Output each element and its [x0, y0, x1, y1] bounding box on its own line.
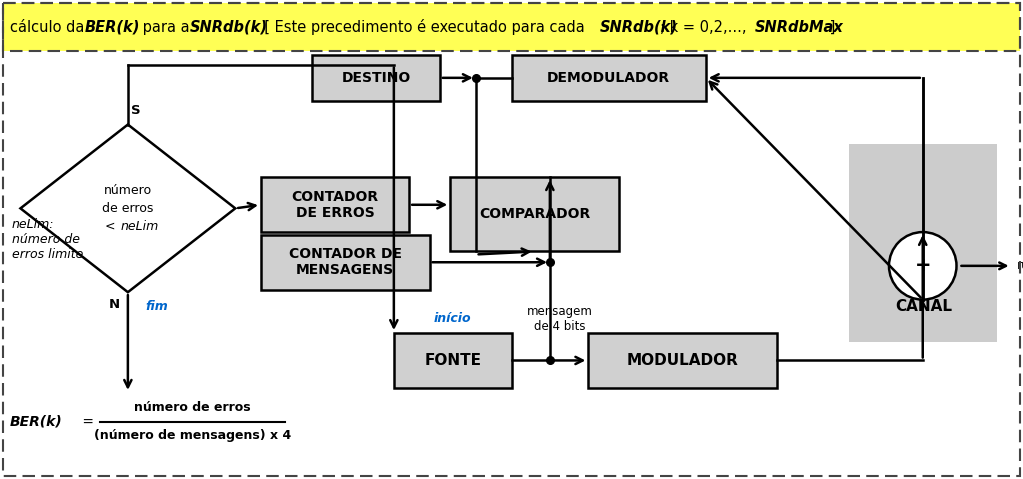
Text: DESTINO: DESTINO [342, 71, 410, 85]
Bar [261, 177, 409, 232]
Text: FONTE: FONTE [425, 353, 481, 368]
Text: S: S [131, 103, 141, 116]
Text: ; k = 0,2,...,: ; k = 0,2,..., [660, 20, 747, 34]
Text: fim: fim [146, 300, 169, 313]
Bar [394, 333, 512, 388]
Text: neLim: neLim [121, 220, 159, 233]
Text: CONTADOR: CONTADOR [292, 190, 379, 204]
Text: cálculo da: cálculo da [10, 20, 89, 34]
Text: <: < [104, 220, 119, 233]
Text: número de erros: número de erros [134, 401, 251, 414]
Bar [849, 144, 997, 342]
Text: número: número [103, 184, 152, 197]
Text: de erros: de erros [102, 202, 153, 215]
Text: SNRdbMax: SNRdbMax [755, 20, 844, 34]
Text: (número de mensagens) x 4: (número de mensagens) x 4 [94, 429, 292, 442]
Text: COMPARADOR: COMPARADOR [479, 207, 590, 221]
Text: CONTADOR DE: CONTADOR DE [288, 247, 402, 261]
Text: [ Este precedimento é executado para cada: [ Este precedimento é executado para cad… [255, 19, 589, 35]
Bar [3, 3, 1020, 51]
Text: mensagem
de 4 bits: mensagem de 4 bits [527, 305, 592, 333]
Polygon shape [20, 125, 235, 292]
Bar [450, 177, 619, 251]
Bar [261, 235, 430, 290]
Text: ]: ] [825, 20, 836, 34]
Text: para a: para a [138, 20, 194, 34]
Text: DE ERROS: DE ERROS [296, 206, 374, 220]
Text: MODULADOR: MODULADOR [627, 353, 739, 368]
Text: N: N [108, 298, 120, 311]
Bar [588, 333, 777, 388]
Text: BER(k): BER(k) [85, 20, 140, 34]
Text: +: + [915, 256, 931, 275]
Text: =: = [78, 414, 98, 429]
Text: DEMODULADOR: DEMODULADOR [547, 71, 670, 85]
Circle shape [889, 232, 957, 299]
Text: SNRdb(k): SNRdb(k) [601, 20, 678, 34]
Text: BER(k): BER(k) [10, 414, 62, 429]
Text: início: início [434, 312, 472, 325]
Bar [512, 55, 706, 101]
Text: neLim:
número de
erros limite: neLim: número de erros limite [12, 218, 84, 261]
Text: ruído: ruído [1017, 259, 1023, 273]
Text: SNRdb(k): SNRdb(k) [190, 20, 268, 34]
Text: MENSAGENS: MENSAGENS [297, 263, 394, 277]
Text: CANAL: CANAL [895, 299, 951, 314]
Bar [312, 55, 440, 101]
